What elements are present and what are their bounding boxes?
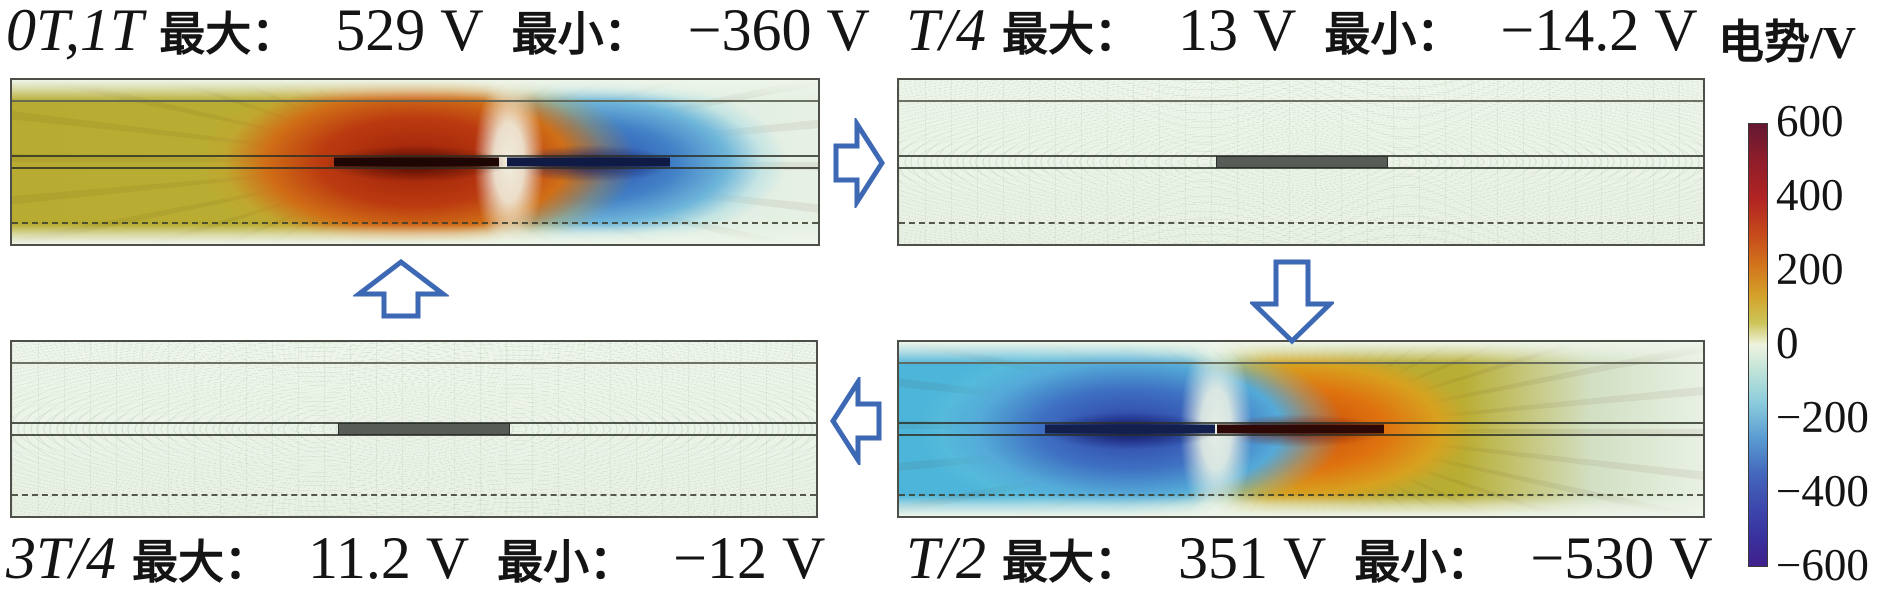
min-label: 最小： — [511, 9, 650, 60]
max-label: 最大： — [1002, 9, 1141, 60]
caption-row-top: 0T,1T 最大： 529 V 最小： −360 V T/4 最大： 13 V 最小： −14.… — [0, 0, 1890, 60]
arrow-right-icon — [833, 118, 885, 208]
min-value: −14.2 V — [1500, 0, 1698, 63]
colorbar-tick: 400 — [1776, 169, 1844, 220]
min-label: 最小： — [1354, 537, 1493, 588]
max-label: 最大： — [159, 9, 298, 60]
membrane-line-lower — [899, 167, 1703, 169]
caption-T2: T/2 最大： 351 V 最小： −530 V — [906, 528, 1713, 591]
panel-T2-potential-map — [897, 340, 1705, 518]
lower-boundary-line — [899, 494, 1703, 496]
membrane-line-lower — [12, 167, 818, 169]
electrode-negative — [1045, 424, 1215, 434]
electrode-negative — [507, 157, 670, 167]
max-value: 13 V — [1178, 0, 1297, 63]
caption-T4: T/4 最大： 13 V 最小： −14.2 V — [906, 0, 1698, 65]
upper-boundary-line — [899, 100, 1703, 102]
phase-T4: T/4 — [906, 0, 987, 63]
upper-boundary-line — [12, 100, 818, 102]
min-value: −360 V — [687, 0, 870, 63]
upper-boundary-line — [12, 362, 816, 364]
membrane-line-lower — [899, 434, 1703, 436]
lower-boundary-line — [12, 222, 818, 224]
caption-0T: 0T,1T 最大： 529 V 最小： −360 V — [6, 0, 870, 65]
min-label: 最小： — [1324, 9, 1463, 60]
arrow-up-icon — [353, 258, 449, 320]
membrane-line-upper — [12, 155, 818, 157]
max-value: 11.2 V — [308, 525, 470, 591]
max-label: 最大： — [132, 537, 271, 588]
caption-row-bottom: 3T/4 最大： 11.2 V 最小： −12 V T/2 最大： 351 V 最小： −530… — [0, 528, 1890, 588]
colorbar-tick: 200 — [1776, 243, 1844, 294]
colorbar-tick: 0 — [1776, 317, 1799, 368]
phase-0T: 0T,1T — [6, 0, 144, 63]
panel-3T4-potential-map — [10, 340, 818, 518]
panel-0T-potential-map — [10, 78, 820, 246]
upper-boundary-line — [899, 362, 1703, 364]
colorbar-tick: −400 — [1776, 465, 1869, 516]
electrode-positive — [334, 157, 499, 167]
arrow-left-icon — [830, 377, 882, 465]
lower-boundary-line — [12, 494, 816, 496]
colorbar-title: 电势/V — [1718, 17, 1856, 68]
min-label: 最小： — [497, 537, 636, 588]
colorbar-tick: 600 — [1776, 95, 1844, 146]
phase-3T4: 3T/4 — [6, 525, 117, 591]
membrane-line-upper — [899, 422, 1703, 424]
panel-T4-potential-map — [897, 78, 1705, 246]
min-value: −530 V — [1530, 525, 1713, 591]
colorbar-gradient — [1748, 123, 1768, 567]
min-value: −12 V — [673, 525, 826, 591]
colorbar-tick: −600 — [1776, 539, 1869, 590]
electrode-positive — [1217, 424, 1384, 434]
max-value: 529 V — [335, 0, 484, 63]
max-label: 最大： — [1002, 537, 1141, 588]
phase-T2: T/2 — [906, 525, 987, 591]
caption-3T4: 3T/4 最大： 11.2 V 最小： −12 V — [6, 528, 825, 591]
electrode-neutral — [1216, 156, 1388, 168]
colorbar-tick: −200 — [1776, 391, 1869, 442]
max-value: 351 V — [1178, 525, 1327, 591]
membrane-line-lower — [12, 434, 816, 436]
arrow-down-icon — [1250, 258, 1334, 346]
electrode-neutral — [338, 423, 510, 435]
lower-boundary-line — [899, 222, 1703, 224]
